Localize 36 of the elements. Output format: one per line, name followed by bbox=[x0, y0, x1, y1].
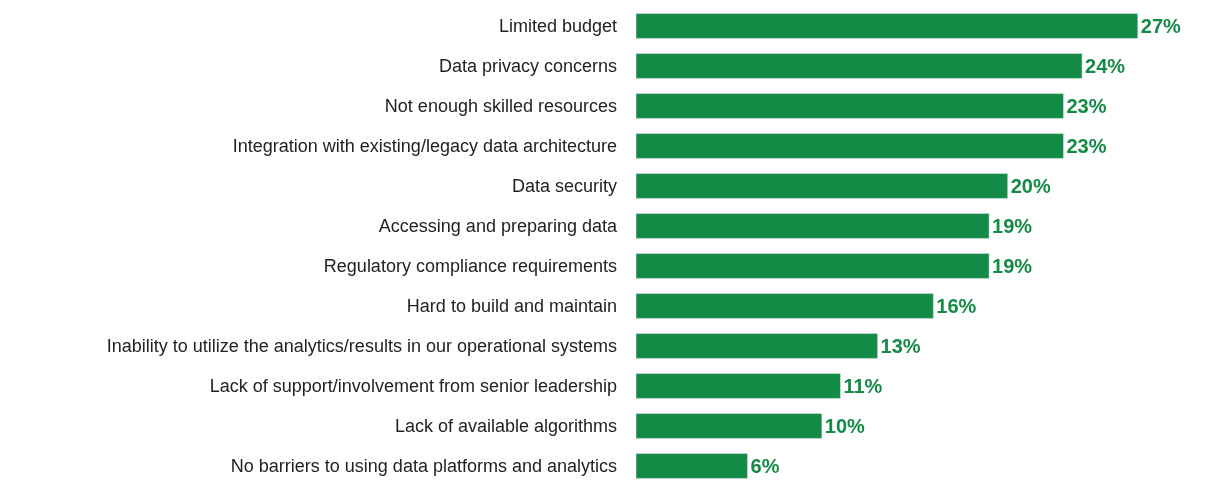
bar bbox=[636, 93, 1064, 119]
bar bbox=[636, 53, 1083, 79]
data-label: 10% bbox=[824, 415, 866, 437]
data-label: 23% bbox=[1066, 95, 1107, 117]
bar bbox=[636, 373, 841, 399]
data-label: 11% bbox=[843, 375, 883, 397]
bar bbox=[636, 453, 748, 479]
bar bbox=[636, 413, 823, 439]
bar bbox=[636, 293, 934, 319]
data-label: 24% bbox=[1085, 55, 1126, 77]
data-label: 19% bbox=[992, 215, 1033, 237]
y-tick-label: Limited budget bbox=[498, 16, 617, 37]
bar bbox=[636, 333, 878, 359]
bar bbox=[636, 133, 1064, 159]
y-tick-label: Accessing and preparing data bbox=[378, 216, 618, 237]
y-tick-label: Data security bbox=[511, 176, 617, 197]
data-label: 13% bbox=[880, 335, 921, 357]
y-tick-label: Regulatory compliance requirements bbox=[323, 256, 617, 277]
bar bbox=[636, 13, 1139, 39]
data-label: 19% bbox=[992, 255, 1033, 277]
data-label: 20% bbox=[1010, 175, 1051, 197]
y-tick-label: Integration with existing/legacy data architecture bbox=[232, 136, 617, 157]
bar bbox=[636, 173, 1008, 199]
bar bbox=[636, 253, 990, 279]
data-label: 6% bbox=[750, 455, 780, 477]
y-tick-label: Not enough skilled resources bbox=[384, 96, 617, 117]
y-tick-label: Data privacy concerns bbox=[438, 56, 617, 77]
y-tick-label: Hard to build and maintain bbox=[406, 296, 617, 317]
bar bbox=[636, 213, 990, 239]
data-label: 16% bbox=[936, 295, 977, 317]
data-label: 23% bbox=[1066, 135, 1107, 157]
y-tick-label: Lack of available algorithms bbox=[394, 416, 617, 437]
y-tick-label: No barriers to using data platforms and analytics bbox=[230, 456, 617, 477]
y-tick-label: Lack of support/involvement from senior leadership bbox=[209, 376, 617, 397]
y-tick-label: Inability to utilize the analytics/results in our operational systems bbox=[106, 336, 617, 357]
data-label: 27% bbox=[1140, 15, 1182, 37]
